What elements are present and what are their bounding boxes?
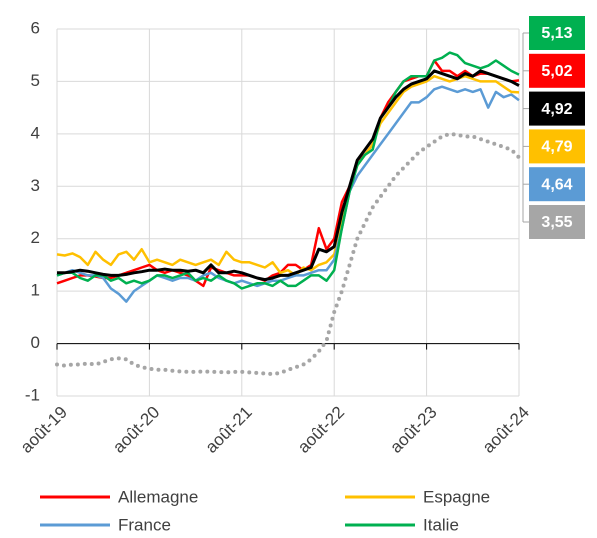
y-tick-label: 6: [31, 18, 40, 37]
legend-label: Espagne: [423, 487, 490, 506]
series-line: [56, 85, 520, 303]
value-label: 4,79: [541, 139, 572, 156]
x-tick-label: août-21: [202, 403, 256, 457]
value-label-box: [529, 16, 585, 50]
series-line: [57, 69, 520, 282]
value-label-box: [529, 91, 585, 126]
y-tick-label: 0: [31, 333, 40, 352]
value-label: 5,02: [541, 63, 572, 80]
legend-label: France: [118, 515, 171, 534]
value-label: 4,92: [541, 101, 572, 118]
x-tick-label: août-22: [294, 403, 348, 457]
y-tick-label: 2: [31, 228, 40, 247]
value-label: 4,64: [541, 176, 572, 193]
value-label: 5,13: [541, 25, 572, 42]
series-line: [55, 131, 521, 376]
series-line: [56, 74, 520, 277]
value-label-box: [529, 167, 585, 202]
y-tick-label: -1: [25, 385, 40, 404]
value-label-box: [529, 129, 585, 164]
legend-label: Italie: [423, 515, 459, 534]
value-label: 3,55: [541, 214, 572, 231]
y-tick-label: 5: [31, 71, 40, 90]
value-label-box: [529, 205, 585, 239]
x-tick-label: août-24: [479, 403, 533, 457]
y-tick-label: 1: [31, 281, 40, 300]
y-tick-label: 3: [31, 176, 40, 195]
x-tick-label: août-20: [109, 403, 163, 457]
x-tick-label: août-19: [17, 403, 71, 457]
y-tick-label: 4: [31, 123, 40, 142]
x-tick-label: août-23: [386, 403, 440, 457]
legend-label: Allemagne: [118, 487, 198, 506]
value-label-box: [529, 53, 585, 88]
series-line: [56, 51, 520, 290]
series-line: [56, 59, 520, 288]
